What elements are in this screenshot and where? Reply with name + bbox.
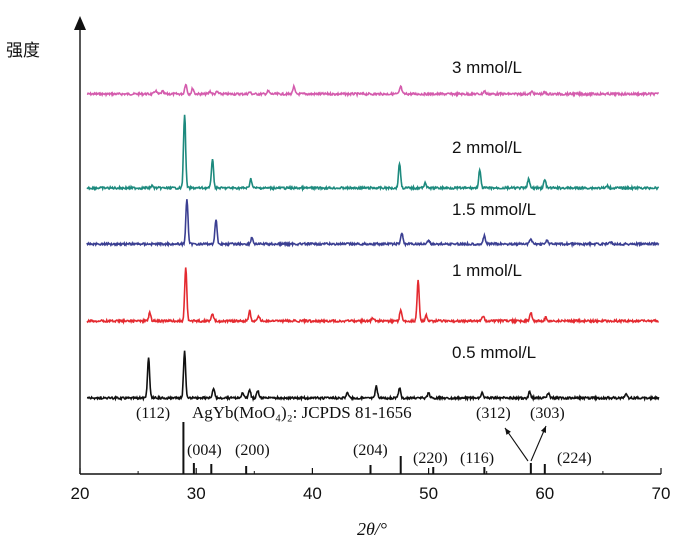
- hkl-label-224: (224): [557, 450, 592, 467]
- reference-pattern: [182, 422, 546, 474]
- series-label-2: 2 mmol/L: [452, 138, 522, 157]
- reference-label: AgYb(MoO₄)₂: JCPDS 81-1656: [192, 403, 412, 422]
- axes: 20 30 40 50 60 70: [71, 16, 671, 503]
- series-label-3: 3 mmol/L: [452, 58, 522, 77]
- x-tick-label: 70: [652, 484, 671, 503]
- series-line: [86, 267, 659, 325]
- x-tick-label: 50: [419, 484, 438, 503]
- series-line: [86, 114, 660, 193]
- x-tick-label: 60: [535, 484, 554, 503]
- hkl-label-312: (312): [476, 405, 511, 422]
- series-line: [86, 350, 660, 402]
- x-tick-label: 40: [303, 484, 322, 503]
- pointer-arrowhead: [540, 426, 546, 433]
- pointer-arrow: [504, 427, 529, 462]
- pointer-arrowhead: [505, 428, 511, 435]
- hkl-label-220: (220): [413, 450, 448, 467]
- hkl-label-200: (200): [235, 442, 270, 459]
- hkl-label-116: (116): [460, 450, 494, 467]
- y-axis-arrow: [74, 16, 86, 30]
- y-axis-label: 强度: [6, 41, 40, 60]
- series-curves: [86, 83, 660, 402]
- x-tick-label: 20: [71, 484, 90, 503]
- series-label-1-5: 1.5 mmol/L: [452, 200, 536, 219]
- hkl-label-204: (204): [353, 442, 388, 459]
- x-tick-label: 30: [187, 484, 206, 503]
- hkl-label-004: (004): [187, 442, 222, 459]
- label-arrows: [504, 425, 547, 462]
- hkl-label-303: (303): [530, 405, 565, 422]
- series-label-0-5: 0.5 mmol/L: [452, 343, 536, 362]
- series-line: [86, 83, 660, 98]
- x-axis-label: 2θ/°: [357, 519, 387, 539]
- chart-texts: 强度 2θ/° 3 mmol/L 2 mmol/L 1.5 mmol/L 1 m…: [6, 41, 592, 539]
- hkl-label-112: (112): [136, 405, 170, 422]
- series-label-1: 1 mmol/L: [452, 261, 522, 280]
- series-line: [86, 199, 660, 249]
